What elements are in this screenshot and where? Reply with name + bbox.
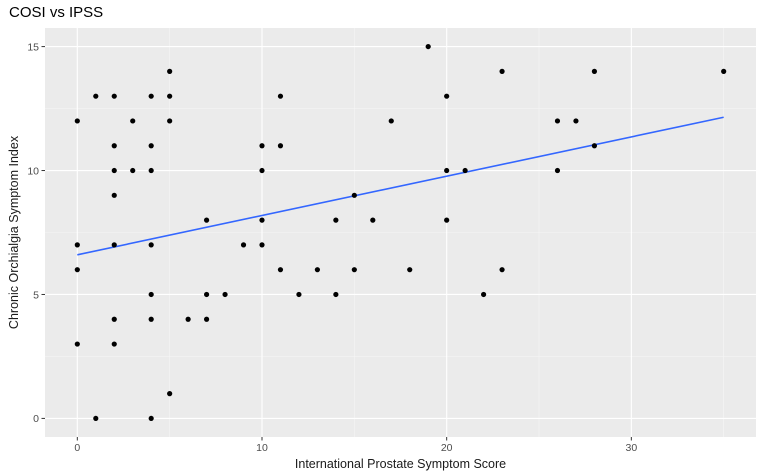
data-point xyxy=(351,192,357,198)
y-tick-label: 0 xyxy=(33,413,39,425)
data-point xyxy=(148,167,154,174)
data-point xyxy=(277,267,284,273)
data-point xyxy=(444,217,450,223)
data-point xyxy=(499,68,505,74)
chart-title: COSI vs IPSS xyxy=(9,4,103,21)
data-point xyxy=(333,217,339,223)
x-tick-label: 30 xyxy=(626,442,638,454)
data-point xyxy=(240,242,247,248)
data-point xyxy=(203,291,210,298)
data-point xyxy=(444,93,450,99)
data-point xyxy=(259,143,265,149)
data-point xyxy=(74,341,80,347)
data-point xyxy=(167,391,173,397)
data-point xyxy=(573,118,579,124)
data-point xyxy=(93,415,99,422)
data-point xyxy=(314,267,320,273)
data-point xyxy=(93,93,99,99)
data-point xyxy=(591,143,598,149)
data-point xyxy=(203,316,210,322)
data-points xyxy=(74,43,727,422)
data-point xyxy=(74,118,80,124)
y-tick-label: 15 xyxy=(27,41,39,53)
x-axis-title: International Prostate Symptom Score xyxy=(295,457,506,471)
data-point xyxy=(462,167,468,174)
data-point xyxy=(554,167,561,174)
data-point xyxy=(370,217,376,223)
x-tick-label: 20 xyxy=(441,442,453,454)
y-tick-label: 10 xyxy=(27,165,39,177)
data-point xyxy=(148,93,154,99)
data-point xyxy=(591,68,598,74)
data-point xyxy=(111,167,117,174)
data-point xyxy=(111,93,117,99)
data-point xyxy=(259,167,265,174)
data-point xyxy=(167,93,173,99)
data-point xyxy=(481,291,487,298)
data-point xyxy=(333,291,339,298)
data-point xyxy=(167,68,173,74)
data-point xyxy=(148,143,154,149)
data-point xyxy=(130,167,136,174)
data-point xyxy=(74,242,80,248)
data-point xyxy=(130,118,136,124)
data-point xyxy=(111,192,117,198)
y-axis-ticks: 0 5 10 15 xyxy=(27,41,45,425)
data-point xyxy=(111,341,117,347)
trend-line-group xyxy=(77,116,724,256)
data-point xyxy=(259,242,265,248)
data-point xyxy=(259,217,265,223)
x-tick-label: 0 xyxy=(74,442,80,454)
y-tick-label: 5 xyxy=(33,289,39,301)
data-point xyxy=(444,167,450,174)
data-point xyxy=(222,291,228,298)
data-point xyxy=(148,316,154,322)
x-axis-ticks: 0 10 20 30 xyxy=(74,437,637,454)
data-point xyxy=(185,316,191,322)
x-tick-label: 10 xyxy=(256,442,268,454)
y-axis-title: Chronic Orchialgia Symptom Index xyxy=(7,135,21,329)
major-gridlines xyxy=(45,28,756,437)
data-point xyxy=(499,267,505,273)
data-point xyxy=(296,291,302,298)
data-point xyxy=(111,242,117,248)
data-point xyxy=(351,267,357,273)
data-point xyxy=(148,242,154,248)
data-point xyxy=(148,415,154,422)
data-point xyxy=(203,217,210,223)
data-point xyxy=(425,43,431,50)
data-point xyxy=(74,267,80,273)
data-point xyxy=(721,68,727,74)
data-point xyxy=(277,143,284,149)
trend-line xyxy=(77,116,724,256)
data-point xyxy=(148,291,154,298)
data-point xyxy=(407,267,413,273)
data-point xyxy=(111,316,117,322)
data-point xyxy=(388,118,394,124)
data-point xyxy=(111,143,117,149)
data-point xyxy=(277,93,284,99)
data-point xyxy=(554,118,561,124)
data-point xyxy=(167,118,173,124)
